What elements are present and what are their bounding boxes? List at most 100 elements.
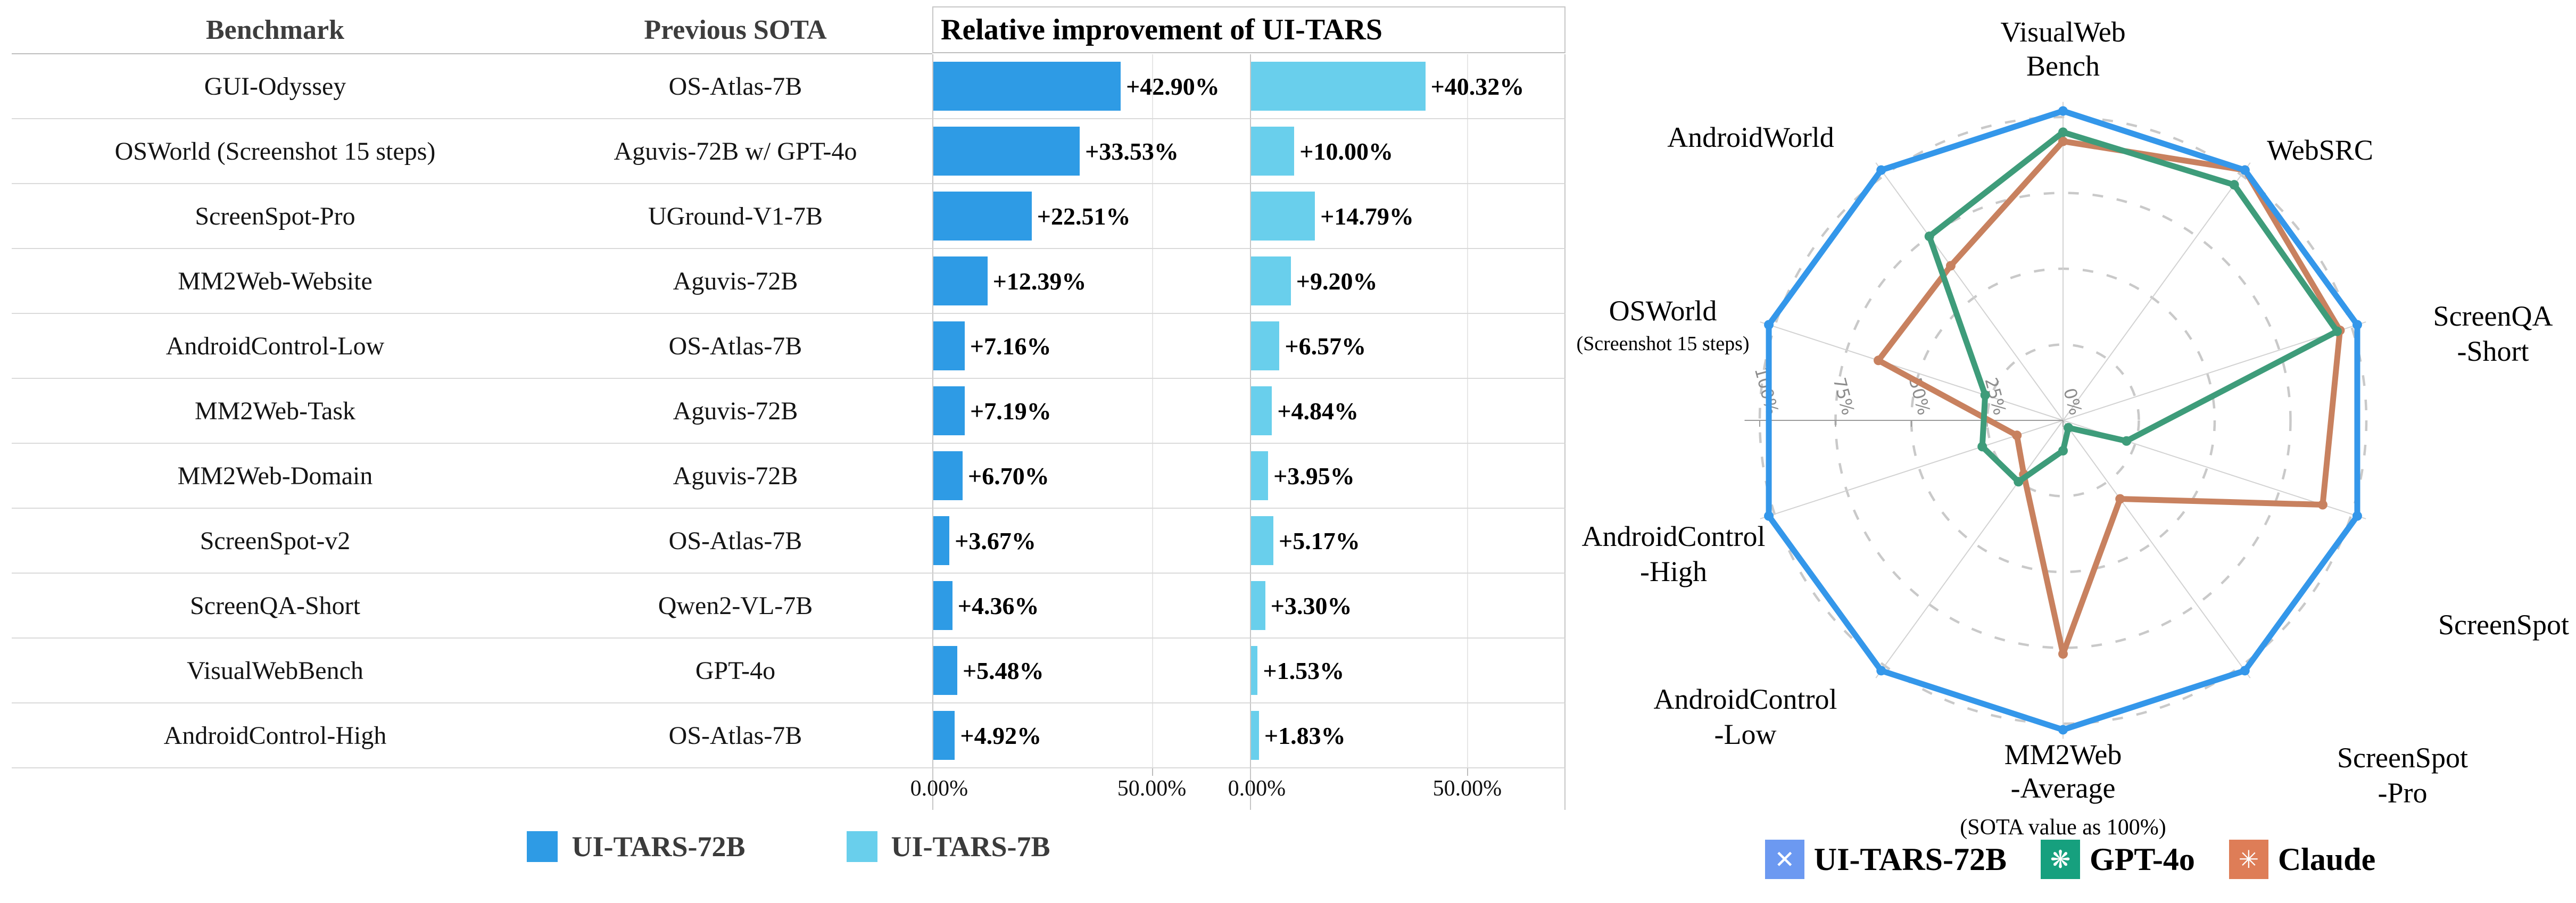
gridline-50-percent <box>1467 444 1469 508</box>
previous-sota-name: OS-Atlas-7B <box>539 509 932 574</box>
radar-vertex-ui-tars-72b <box>2352 320 2362 330</box>
bar-value-label: +7.19% <box>970 397 1051 425</box>
radar-vertex-ui-tars-72b <box>2240 165 2250 175</box>
legend-label: UI-TARS-7B <box>891 831 1050 863</box>
gridline-50-percent <box>1152 249 1153 313</box>
bar-cell-ui-tars-7b: +10.00% <box>1250 119 1566 184</box>
bar-cell-ui-tars-7b: +1.83% <box>1250 703 1566 768</box>
legend-swatch-icon <box>846 831 877 862</box>
bar-ui-tars-7b <box>1251 127 1295 176</box>
radar-vertex-claude <box>1874 355 1884 366</box>
radar-vertex-ui-tars-72b <box>1764 320 1774 330</box>
radar-vertex-gpt-4o <box>1977 442 1987 452</box>
bar-ui-tars-72b <box>933 192 1032 241</box>
bar-cell-ui-tars-72b: +33.53% <box>932 119 1250 184</box>
bar-ui-tars-72b <box>933 127 1080 176</box>
openai-logo-icon: ❋ <box>2041 840 2081 879</box>
legend-label: Claude <box>2277 841 2376 877</box>
bar-value-label: +10.00% <box>1299 137 1393 165</box>
radar-axis-label-visualwebbench: Bench <box>2026 50 2100 82</box>
benchmark-name: ScreenSpot-Pro <box>12 184 539 249</box>
benchmark-name: ScreenQA-Short <box>12 574 539 639</box>
bar-cell-ui-tars-72b: +22.51% <box>932 184 1250 249</box>
radar-series-gpt-4o <box>1926 129 2340 485</box>
axis-tick-label-0: 0.00% <box>1228 776 1286 801</box>
bar-cell-ui-tars-7b: +1.53% <box>1250 639 1566 703</box>
table-header-row: Benchmark Previous SOTA Relative improve… <box>12 6 1566 54</box>
radar-axis-label-androidcontrol-high: -High <box>1640 556 1707 587</box>
radar-axis-label-androidcontrol-high: AndroidControl <box>1582 520 1766 552</box>
bar-ui-tars-7b <box>1251 646 1258 695</box>
bar-value-label: +4.92% <box>960 722 1042 749</box>
radar-axis-label-screenqa-short: ScreenQA <box>2433 300 2553 332</box>
axis-row: 0.00% 50.00% 0.00% 50.00% <box>12 768 1566 810</box>
radar-axis-label-screenspot-pro: -Pro <box>2378 777 2428 809</box>
radar-axis-label-screenspot: ScreenSpot <box>2438 609 2569 641</box>
legend-swatch-icon <box>527 831 558 862</box>
benchmark-improvement-table: Benchmark Previous SOTA Relative improve… <box>12 6 1566 863</box>
gridline-50-percent <box>1467 639 1469 702</box>
bar-cell-ui-tars-72b: +12.39% <box>932 249 1250 314</box>
bar-ui-tars-72b <box>933 516 950 565</box>
claude-logo-icon: ✳ <box>2229 840 2268 879</box>
bar-cell-ui-tars-7b: +3.95% <box>1250 444 1566 509</box>
bar-cell-ui-tars-72b: +4.36% <box>932 574 1250 639</box>
radar-vertex-ui-tars-72b <box>1876 165 1886 175</box>
radar-plot: 0%25%50%75%100%VisualWebBenchWebSRCScree… <box>1576 16 2569 840</box>
radar-vertex-ui-tars-72b <box>2058 725 2068 735</box>
radar-vertex-gpt-4o <box>2058 446 2068 455</box>
axis-spacer <box>12 768 539 810</box>
bar-ui-tars-7b <box>1251 451 1269 500</box>
radial-tick-label: 75% <box>1829 376 1858 418</box>
radar-axis-label-androidworld: AndroidWorld <box>1667 121 1834 153</box>
radar-vertex-gpt-4o <box>2229 180 2239 190</box>
bar-value-label: +40.32% <box>1430 72 1525 100</box>
radar-axis-label-mm2web-average: -Average <box>2011 772 2116 804</box>
radar-spoke <box>1875 420 2064 678</box>
ui-tars-logo-icon: ✕ <box>1765 840 1804 879</box>
bar-cell-ui-tars-72b: +5.48% <box>932 639 1250 703</box>
radar-spoke <box>2063 321 2366 421</box>
previous-sota-name: Qwen2-VL-7B <box>539 574 932 639</box>
radar-vertex-gpt-4o <box>2058 127 2068 137</box>
radar-spoke <box>1875 162 2064 421</box>
gridline-50-percent <box>1152 509 1153 573</box>
bar-value-label: +5.17% <box>1279 527 1360 554</box>
bar-cell-ui-tars-72b: +7.16% <box>932 314 1250 379</box>
gridline-50-percent <box>1467 574 1469 637</box>
bar-cell-ui-tars-72b: +3.67% <box>932 509 1250 574</box>
column-header-improvement: Relative improvement of UI-TARS <box>932 6 1566 53</box>
radar-vertex-gpt-4o <box>2064 422 2074 433</box>
bar-ui-tars-72b <box>933 646 957 695</box>
legend-label: GPT-4o <box>2090 841 2195 877</box>
radar-spoke <box>2063 162 2251 421</box>
bar-value-label: +6.57% <box>1285 332 1366 360</box>
radar-axis-label-androidcontrol-low: -Low <box>1714 718 1777 750</box>
radar-axis-label-mm2web-average: MM2Web <box>2005 739 2122 771</box>
radar-vertex-claude <box>2058 649 2068 659</box>
radar-vertex-claude <box>2012 430 2022 441</box>
axis-spacer <box>539 768 932 810</box>
gridline-50-percent <box>1467 509 1469 573</box>
radar-axis-label-androidcontrol-low: AndroidControl <box>1654 683 1837 715</box>
legend-item-ui-tars-72b: UI-TARS-72B <box>527 830 746 863</box>
bar-value-label: +4.84% <box>1277 397 1359 425</box>
gridline-50-percent <box>1152 444 1153 508</box>
bar-ui-tars-7b <box>1251 321 1280 370</box>
gridline-50-percent <box>1152 119 1153 183</box>
gridline-50-percent <box>1467 249 1469 313</box>
axis-tick-50 <box>1152 768 1153 776</box>
radar-axis-label-osworld-screenshot-15-steps-: OSWorld <box>1609 295 1717 327</box>
previous-sota-name: Aguvis-72B <box>539 444 932 509</box>
bar-ui-tars-72b <box>933 581 952 630</box>
gridline-50-percent <box>1467 184 1469 248</box>
previous-sota-name: UGround-V1-7B <box>539 184 932 249</box>
radar-vertex-gpt-4o <box>2014 477 2024 487</box>
bar-value-label: +33.53% <box>1085 137 1179 165</box>
benchmark-name: AndroidControl-Low <box>12 314 539 379</box>
legend-item-claude: ✳ Claude <box>2229 840 2375 879</box>
radar-series-claude <box>1875 138 2343 657</box>
bar-ui-tars-72b <box>933 256 988 305</box>
gridline-50-percent <box>1152 314 1153 378</box>
radar-vertex-claude <box>2317 500 2327 510</box>
